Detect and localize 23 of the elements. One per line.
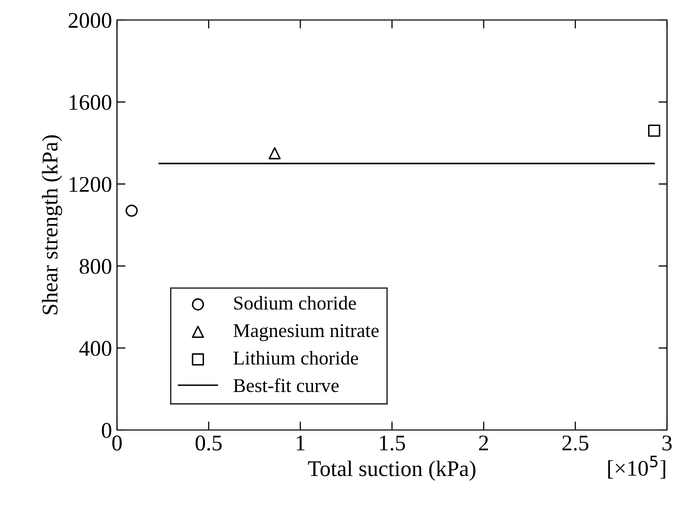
x-tick-label: 1 [296, 436, 305, 450]
x-axis-title: Total suction (kPa) [308, 460, 476, 481]
y-tick-label: 1200 [70, 176, 112, 192]
y-tick-label: 2000 [68, 12, 112, 28]
x-tick-label: 2.5 [562, 436, 588, 451]
point [268, 147, 281, 160]
point [126, 204, 138, 217]
legend-label: Lithium choride [234, 350, 358, 365]
point [648, 124, 660, 137]
y-axis-title: Shear strength (kPa) [42, 135, 62, 314]
x-tick-label: 0 [112, 436, 122, 450]
y-tick-label: 800 [80, 258, 112, 274]
x-tick-label: 2 [479, 436, 488, 450]
legend-label: Sodium choride [234, 296, 356, 310]
legend-label: Best-fit curve [234, 378, 339, 392]
y-tick-label: 1600 [70, 94, 112, 110]
y-tick-label: 0 [102, 422, 112, 438]
x-tick-label: 3 [662, 436, 672, 450]
text: [×10$^{5}$] [608, 456, 666, 479]
legend-label: Magnesium nitrate [234, 324, 379, 342]
x-tick-label: 1.5 [380, 436, 406, 451]
x-tick-label: 0.5 [196, 436, 222, 451]
y-tick-label: 400 [79, 340, 112, 356]
